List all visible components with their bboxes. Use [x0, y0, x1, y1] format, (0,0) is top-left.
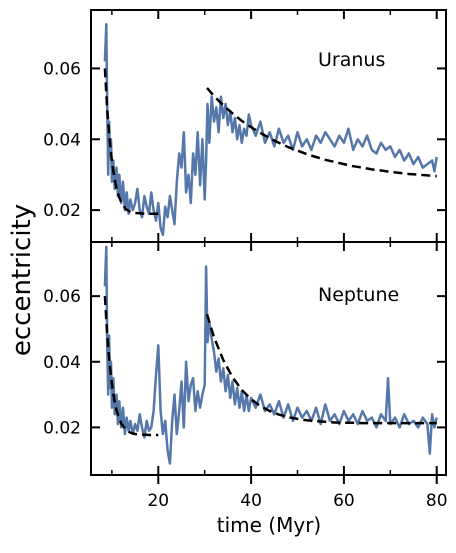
y-axis-title: eccentricity [7, 204, 37, 356]
y-tick-label: 0.04 [43, 130, 81, 150]
x-tick-label: 60 [333, 491, 355, 511]
y-tick-label: 0.02 [43, 201, 81, 221]
uranus-panel: 0.02 0.04 0.06 Uranus [43, 9, 447, 243]
simulation-line-0-0 [103, 22, 438, 237]
x-axis: 20 40 60 80 [147, 475, 448, 511]
fit-line-0-1 [206, 87, 437, 178]
x-tick-label: 20 [147, 491, 169, 511]
x-tick-label: 40 [240, 491, 262, 511]
y-tick-label: 0.02 [43, 418, 81, 438]
panel-label-1: Neptune [318, 284, 399, 306]
neptune-panel: 0.02 0.04 0.06 Neptune [43, 241, 447, 476]
fit-line-1-1 [205, 313, 437, 425]
x-axis-title: time (Myr) [217, 513, 321, 537]
y-tick-label: 0.06 [43, 287, 81, 307]
panel-label-0: Uranus [318, 49, 385, 71]
panel-frame-1 [90, 241, 447, 476]
y-tick-label: 0.04 [43, 353, 81, 373]
y-tick-label: 0.06 [43, 59, 81, 79]
simulation-line-1-0 [103, 245, 438, 465]
x-tick-label: 80 [426, 491, 448, 511]
fit-line-1-0 [103, 296, 159, 437]
